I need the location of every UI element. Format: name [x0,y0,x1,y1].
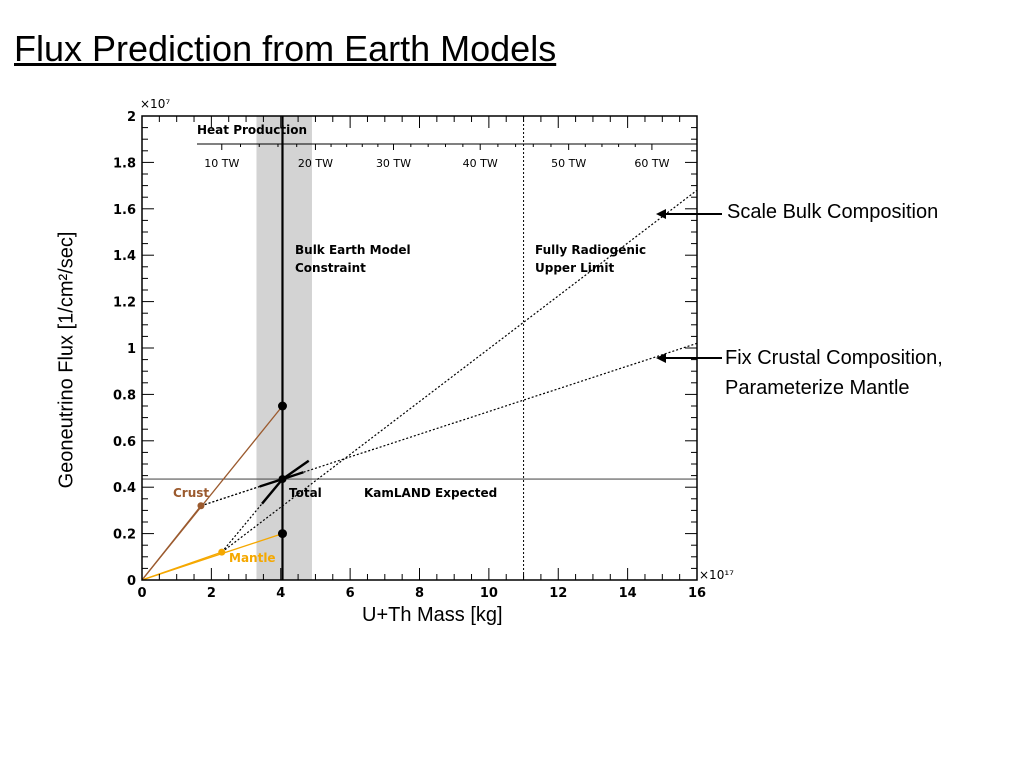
total-point [278,475,287,484]
x-multiplier: ×10¹⁷ [699,568,734,582]
y-tick-label: 0.4 [113,481,136,496]
heat-tick-label: 10 TW [204,157,239,170]
crust-label: Crust [173,486,209,500]
x-tick-label: 12 [549,586,567,601]
radiogenic-label-line1: Fully Radiogenic [535,243,646,257]
y-tick-label: 0.2 [113,528,136,543]
mantle-scaled-line [141,532,283,581]
callout-fix-crustal-line2: Parameterize Mantle [725,377,910,399]
kamland-expected-label: KamLAND Expected [364,486,497,500]
bulk-earth-label-line2: Constraint [295,261,366,275]
callout-fix-crustal: Fix Crustal Composition, Parameterize Ma… [725,343,943,403]
x-tick-label: 10 [480,586,498,601]
constraint-point [277,401,287,411]
radiogenic-label-line2: Upper Limit [535,261,615,275]
bulk-earth-label-line1: Bulk Earth Model [295,243,411,257]
y-axis-label: Geoneutrino Flux [1/cm²/sec] [55,231,78,489]
y-tick-label: 2 [127,110,136,125]
crust-scaled-line [141,405,283,581]
x-tick-label: 2 [207,586,216,601]
heat-tick-label: 40 TW [463,157,498,170]
total-label: Total [289,486,322,500]
x-tick-label: 0 [137,586,146,601]
y-tick-label: 1.8 [113,156,136,171]
total-bold-left-down [261,478,284,505]
y-multiplier: ×10⁷ [140,97,170,111]
total-bold-right-up [281,459,310,481]
y-tick-label: 1 [127,342,136,357]
callout-fix-crustal-line1: Fix Crustal Composition, [725,347,943,369]
scale-bulk-line [221,189,698,553]
y-tick-label: 0 [127,574,136,589]
callout-scale-bulk: Scale Bulk Composition [727,201,939,223]
x-axis-label: U+Th Mass [kg] [362,604,503,626]
heat-tick-label: 60 TW [634,157,669,170]
x-tick-label: 8 [415,586,424,601]
bulk-earth-band [256,116,312,580]
plot-frame [141,115,698,581]
mantle-label: Mantle [229,551,276,565]
crust-point [197,502,205,510]
constraint-point [277,529,287,539]
x-tick-label: 4 [276,586,285,601]
fix-crustal-line [200,342,698,507]
total-bold-left [259,477,283,488]
y-tick-label: 1.6 [113,203,136,218]
y-tick-label: 0.6 [113,435,136,450]
slide-title: Flux Prediction from Earth Models [14,28,557,69]
x-tick-label: 6 [346,586,355,601]
heat-tick-label: 30 TW [376,157,411,170]
arrow-fix-crustal-head [656,353,666,363]
x-tick-label: 14 [619,586,637,601]
heat-tick-label: 20 TW [298,157,333,170]
heat-tick-label: 50 TW [551,157,586,170]
x-tick-label: 16 [688,586,706,601]
heat-production-title: Heat Production [197,123,307,137]
y-tick-label: 0.8 [113,388,136,403]
arrow-scale-bulk-head [656,209,666,219]
y-tick-label: 1.2 [113,296,136,311]
mantle-point [218,548,226,556]
y-tick-label: 1.4 [113,249,136,264]
